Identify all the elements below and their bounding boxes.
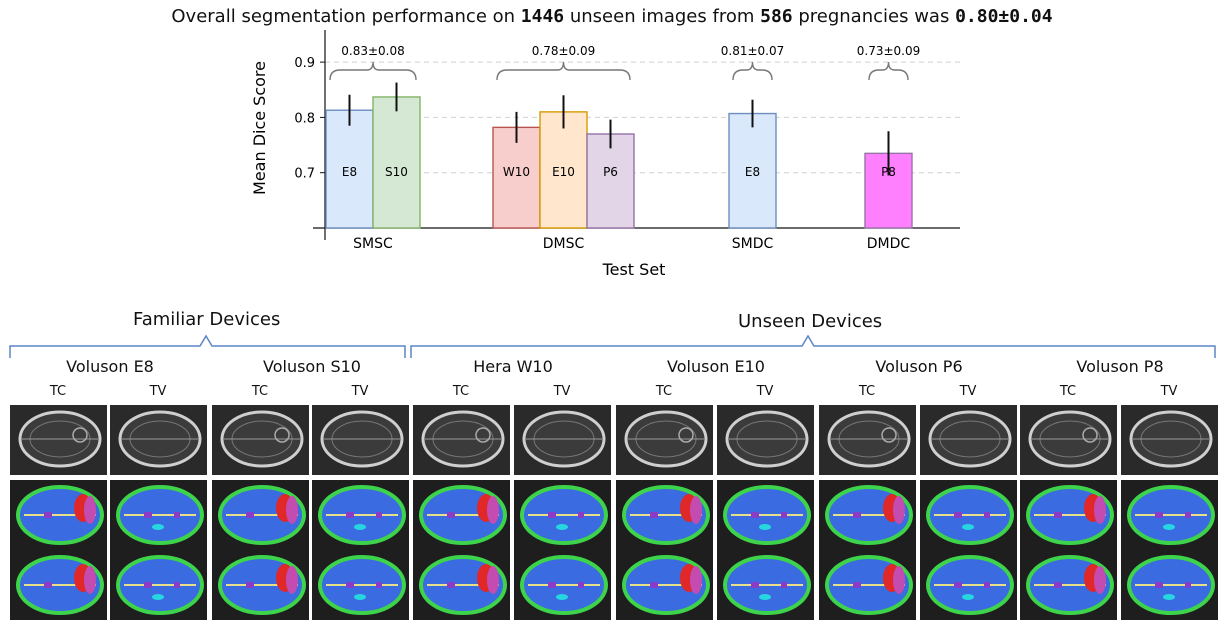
summary-label-dmdc: 0.73±0.09 <box>857 44 921 58</box>
bar-smsc-s10 <box>372 96 421 229</box>
ground-truth-overlay <box>10 480 107 550</box>
bar-label: S10 <box>385 165 408 179</box>
category-label-smdc: SMDC <box>732 236 774 252</box>
ultrasound-image <box>312 405 409 475</box>
unseen-bracket <box>410 334 1216 358</box>
prediction-overlay <box>616 550 713 620</box>
ground-truth-overlay <box>212 480 309 550</box>
view-label: TV <box>149 384 167 399</box>
bar-dmsc-e10 <box>539 111 588 229</box>
device-label: Voluson S10 <box>263 357 361 376</box>
ground-truth-overlay <box>819 480 916 550</box>
device-label: Voluson E8 <box>66 357 154 376</box>
x-axis-label: Test Set <box>602 260 666 279</box>
prediction-overlay <box>819 550 916 620</box>
view-label: TC <box>452 384 470 399</box>
category-label-dmdc: DMDC <box>867 236 911 252</box>
bar-chart: 0.7 0.8 0.9 Mean Dice Score Test Set E8 S10 SMS… <box>250 30 960 279</box>
ultrasound-image <box>616 405 713 475</box>
y-tick-label: 0.9 <box>294 56 315 71</box>
view-label: TV <box>959 384 977 399</box>
prediction-overlay <box>920 550 1017 620</box>
familiar-bracket <box>9 334 406 358</box>
ultrasound-image <box>413 405 510 475</box>
ground-truth-overlay <box>616 480 713 550</box>
category-label-smsc: SMSC <box>353 236 393 252</box>
ultrasound-image <box>717 405 814 475</box>
summary-brace <box>732 61 773 81</box>
view-label: TC <box>251 384 269 399</box>
ground-truth-overlay <box>1020 480 1117 550</box>
device-label: Hera W10 <box>473 357 553 376</box>
summary-brace <box>329 61 417 81</box>
view-label: TC <box>655 384 673 399</box>
ultrasound-image <box>1121 405 1218 475</box>
view-label: TV <box>1160 384 1178 399</box>
ground-truth-overlay <box>413 480 510 550</box>
ground-truth-overlay <box>920 480 1017 550</box>
bar-label: P6 <box>603 165 618 179</box>
summary-label-smsc: 0.83±0.08 <box>341 44 405 58</box>
device-label: Voluson P6 <box>875 357 963 376</box>
device-label: Voluson P8 <box>1076 357 1164 376</box>
ground-truth-overlay <box>717 480 814 550</box>
prediction-overlay <box>413 550 510 620</box>
view-label: TV <box>351 384 369 399</box>
bar-label: W10 <box>503 165 530 179</box>
view-label: TV <box>756 384 774 399</box>
group-brackets <box>9 334 1216 358</box>
unseen-devices-caption: Unseen Devices <box>738 311 883 332</box>
ground-truth-overlay <box>1121 480 1218 550</box>
bar-dmsc-p6 <box>586 133 635 229</box>
y-tick-label: 0.8 <box>294 111 315 126</box>
view-label: TC <box>49 384 67 399</box>
bar-label: E10 <box>552 165 575 179</box>
prediction-overlay <box>110 550 207 620</box>
figure-title: Overall segmentation performance on 1446… <box>171 6 1053 27</box>
bar-label: E8 <box>745 165 760 179</box>
prediction-overlay <box>717 550 814 620</box>
summary-label-smdc: 0.81±0.07 <box>721 44 785 58</box>
bar-smdc-e8 <box>728 112 777 229</box>
ground-truth-overlay <box>514 480 611 550</box>
category-label-dmsc: DMSC <box>543 236 585 252</box>
view-label: TC <box>1059 384 1077 399</box>
prediction-overlay <box>514 550 611 620</box>
ultrasound-image <box>920 405 1017 475</box>
prediction-overlay <box>312 550 409 620</box>
ultrasound-image <box>10 405 107 475</box>
prediction-overlay <box>212 550 309 620</box>
ground-truth-overlay <box>110 480 207 550</box>
summary-brace <box>868 61 909 81</box>
bar-label: E8 <box>342 165 357 179</box>
device-label: Voluson E10 <box>667 357 765 376</box>
y-axis-label: Mean Dice Score <box>250 61 269 195</box>
summary-label-dmsc: 0.78±0.09 <box>532 44 596 58</box>
bar-dmsc-w10 <box>492 126 541 229</box>
view-label: TV <box>553 384 571 399</box>
prediction-overlay <box>1121 550 1218 620</box>
y-tick-label: 0.7 <box>294 167 315 182</box>
ultrasound-image <box>514 405 611 475</box>
ultrasound-image <box>819 405 916 475</box>
familiar-devices-caption: Familiar Devices <box>133 309 281 330</box>
ultrasound-image <box>212 405 309 475</box>
view-label: TC <box>858 384 876 399</box>
ultrasound-image <box>110 405 207 475</box>
prediction-overlay <box>10 550 107 620</box>
prediction-overlay <box>1020 550 1117 620</box>
summary-brace <box>496 61 631 81</box>
ultrasound-image <box>1020 405 1117 475</box>
ground-truth-overlay <box>312 480 409 550</box>
